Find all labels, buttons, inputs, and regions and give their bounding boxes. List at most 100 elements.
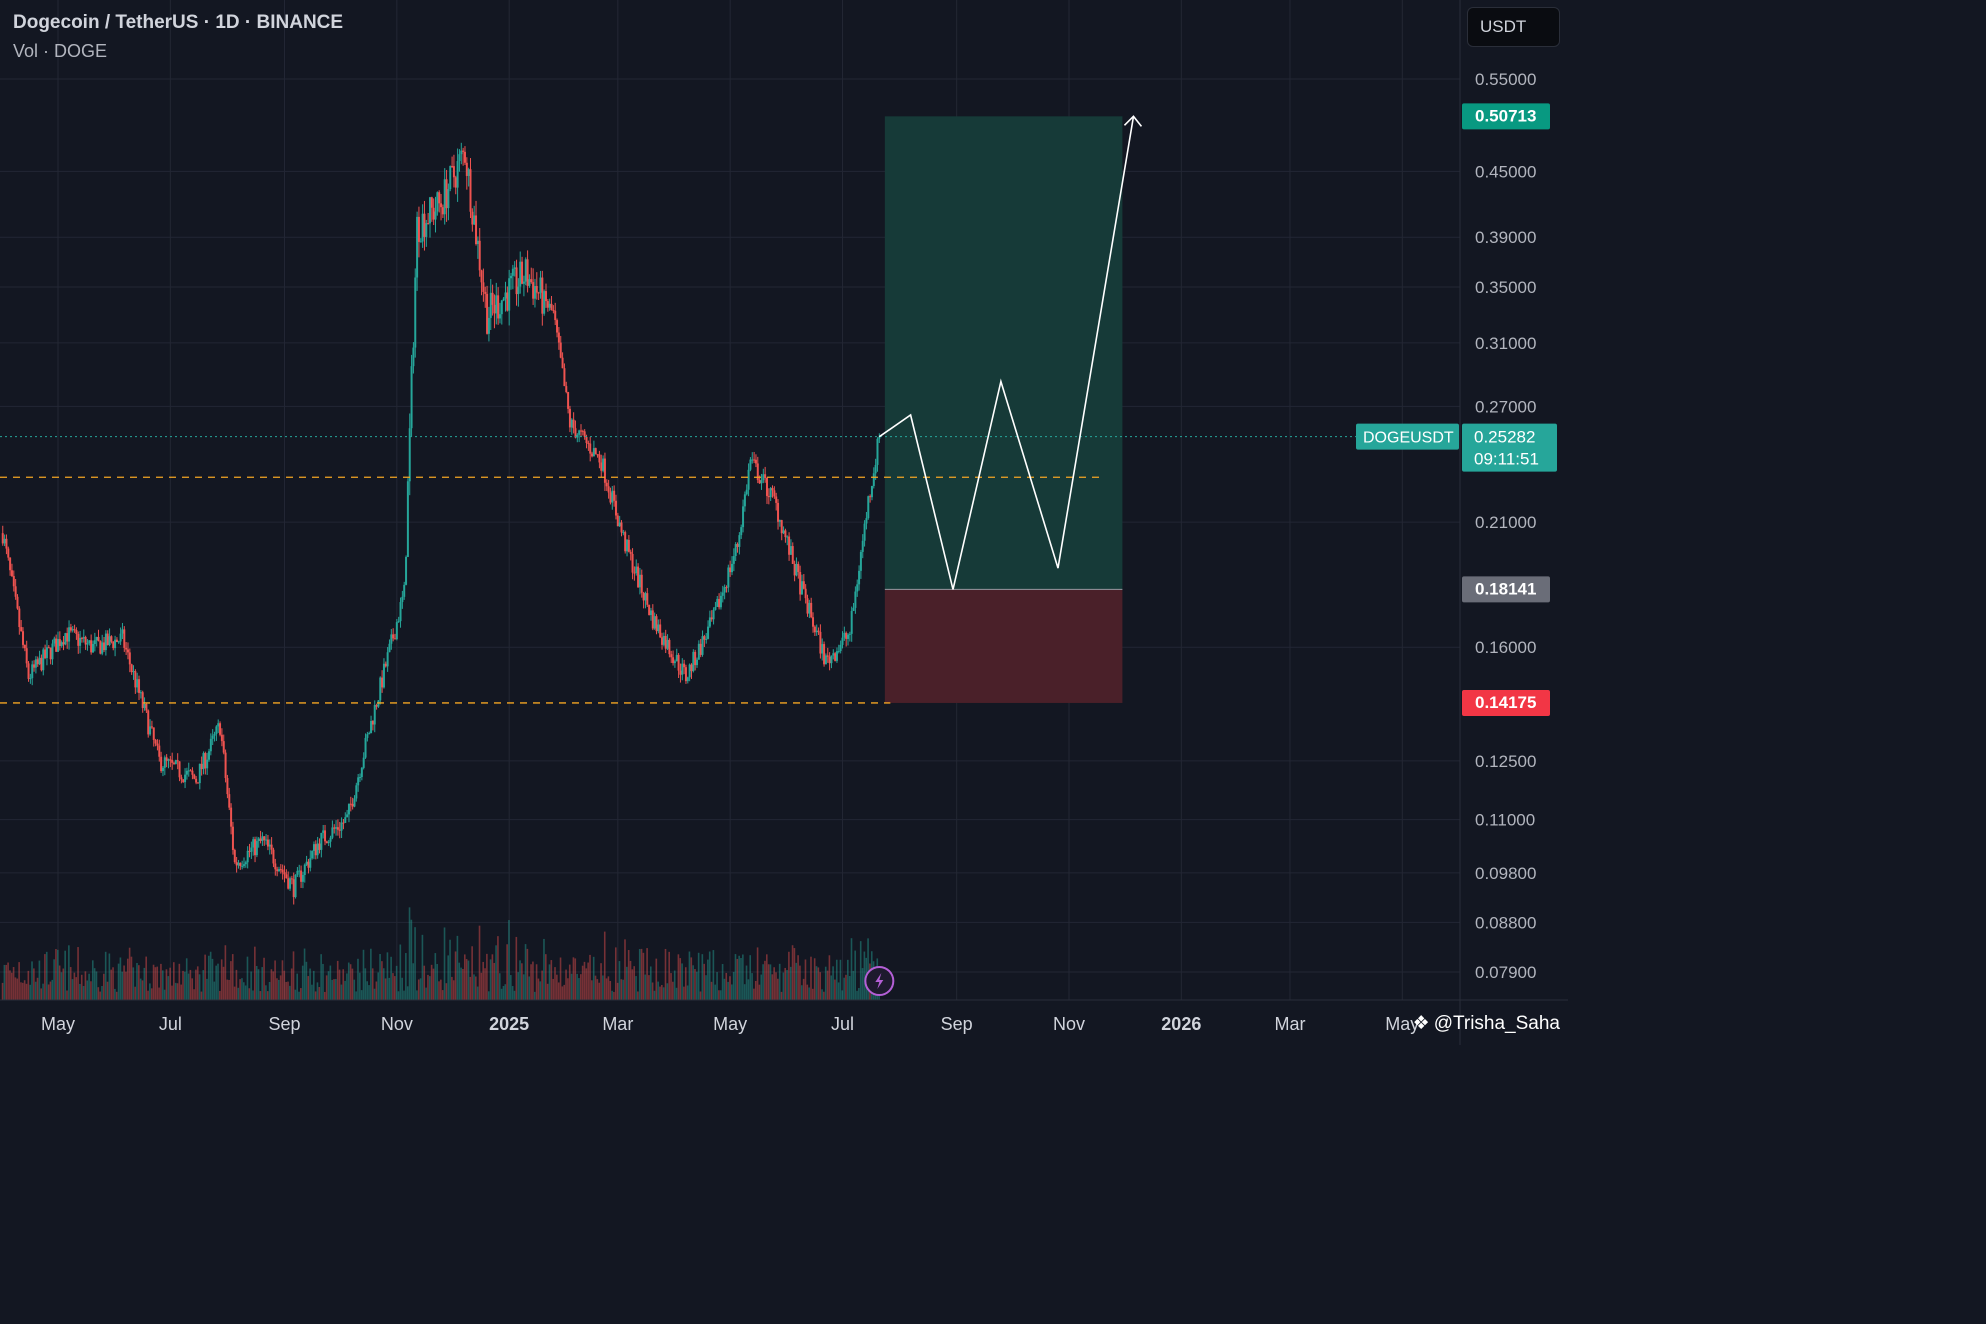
volume-bar	[178, 963, 181, 1000]
volume-bar	[241, 978, 243, 1000]
volume-bar	[193, 989, 195, 1000]
volume-bar	[804, 959, 807, 1000]
stop-zone[interactable]	[884, 589, 1123, 703]
candle-body	[777, 502, 780, 522]
candle-body	[539, 277, 542, 293]
candle-body	[815, 630, 818, 633]
candle-body	[732, 556, 735, 564]
candle-body	[73, 629, 76, 631]
stop-price-tag	[1462, 689, 1550, 716]
candle-body	[219, 723, 222, 735]
volume-bar	[180, 984, 182, 1000]
volume-bar	[252, 990, 254, 1000]
volume-bar	[382, 968, 385, 1000]
candle-body	[537, 292, 540, 294]
candle-body	[298, 870, 301, 872]
candle-body	[742, 506, 745, 528]
candle-body	[508, 278, 511, 311]
candle-body	[340, 822, 343, 831]
candle-body	[333, 827, 336, 829]
candle-body	[719, 595, 722, 608]
volume-bar	[296, 973, 298, 1000]
volume-bar	[318, 987, 321, 1000]
chart-area[interactable]: 0.55000 0.45000 0.39000 0.35000 0.31000 0.270…	[0, 0, 1568, 1045]
candle-body	[360, 767, 363, 778]
candle-body	[778, 520, 781, 522]
volume-bar	[753, 988, 755, 1000]
volume-bar	[797, 955, 799, 1000]
candle-body	[263, 836, 266, 841]
last-price-tag	[1462, 423, 1557, 472]
volume-bar	[705, 975, 707, 1000]
candle-body	[491, 292, 494, 305]
volume-bar	[23, 980, 26, 1000]
candle-body	[84, 637, 87, 645]
volume-bar	[510, 975, 512, 1000]
candle-body	[749, 459, 752, 470]
x-tick-label: May	[713, 1014, 747, 1034]
candle-body	[202, 753, 205, 770]
volume-bar	[237, 987, 240, 1000]
volume-bar	[633, 966, 635, 1000]
volume-bar	[557, 982, 560, 1000]
candle-body	[381, 677, 384, 688]
y-tick-label: 0.16000	[1475, 638, 1536, 657]
candle-body	[449, 166, 452, 190]
volume-bar	[791, 945, 794, 1000]
candle-body	[532, 282, 535, 299]
candle-body	[847, 634, 850, 639]
volume-bar	[169, 967, 171, 1000]
candle-body	[121, 629, 124, 634]
projection-path[interactable]	[878, 116, 1135, 590]
x-tick-label: Mar	[1274, 1014, 1305, 1034]
volume-bar	[224, 945, 227, 1000]
candle-body	[292, 879, 295, 898]
candle-body	[701, 636, 704, 655]
volume-bar	[406, 986, 409, 1000]
volume-bar	[132, 967, 135, 1000]
candle-body	[414, 277, 417, 348]
candle-body	[272, 849, 275, 864]
volume-bar	[548, 964, 551, 1000]
price-chart[interactable]: 0.55000 0.45000 0.39000 0.35000 0.31000 0.270…	[0, 0, 1568, 1045]
volume-bar	[187, 973, 190, 1000]
volume-bar	[53, 959, 55, 1000]
candle-body	[375, 705, 378, 707]
volume-bar	[112, 967, 114, 1000]
candle-body	[10, 570, 13, 577]
volume-bar	[812, 988, 814, 1000]
volume-bar	[68, 945, 70, 1000]
volume-bar	[874, 991, 877, 1000]
volume-bar	[581, 965, 584, 1000]
candle-body	[49, 647, 52, 660]
volume-bar	[208, 955, 210, 1000]
candle-body	[44, 649, 47, 659]
candle-body	[633, 572, 636, 574]
candle-body	[171, 759, 174, 763]
x-tick-label: Jul	[159, 1014, 182, 1034]
currency-selector-button[interactable]: USDT	[1467, 7, 1560, 47]
volume-bar	[618, 961, 621, 1000]
candle-body	[644, 593, 647, 601]
volume-bar	[235, 969, 238, 1000]
candle-body	[640, 574, 643, 593]
candle-body	[522, 281, 525, 284]
symbol-tag-text: DOGEUSDT	[1363, 430, 1454, 447]
target-zone[interactable]	[884, 116, 1123, 590]
volume-bar	[773, 967, 775, 1000]
volume-bar	[73, 972, 76, 1000]
volume-bar	[403, 990, 405, 1000]
volume-bar	[572, 957, 575, 1000]
candle-body	[390, 634, 393, 644]
candle-body	[552, 310, 555, 312]
candle-body	[125, 647, 128, 650]
volume-bar	[371, 968, 374, 1000]
candle-body	[300, 870, 303, 882]
volume-bar	[156, 966, 159, 1000]
candle-body	[371, 720, 374, 725]
volume-bar	[185, 958, 188, 1000]
candle-body	[3, 538, 6, 544]
volume-bar	[591, 980, 593, 1000]
volume-bar	[789, 966, 792, 1000]
candle-body	[31, 664, 34, 679]
